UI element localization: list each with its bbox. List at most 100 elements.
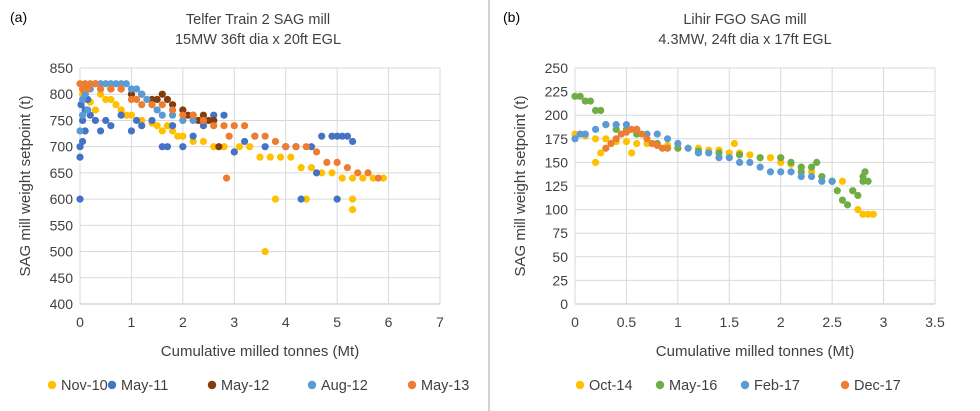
data-point: [78, 111, 87, 119]
data-point: [766, 154, 775, 162]
data-point: [833, 187, 841, 195]
data-point: [168, 101, 177, 109]
data-point: [235, 143, 244, 151]
data-point: [297, 195, 305, 203]
data-point: [117, 80, 125, 88]
data-point: [127, 90, 136, 98]
data-point: [122, 111, 130, 119]
data-point: [663, 144, 672, 152]
data-point: [854, 191, 862, 200]
data-point: [318, 132, 326, 140]
data-point: [766, 168, 775, 176]
data-point: [307, 164, 316, 172]
legend-marker: [840, 380, 850, 390]
data-point: [210, 111, 218, 119]
data-point: [261, 143, 269, 151]
data-point: [271, 195, 280, 203]
x-tick-label: 0: [76, 314, 84, 330]
x-tick-label: 3: [230, 314, 238, 330]
data-point: [199, 116, 208, 125]
data-point: [78, 116, 87, 125]
data-point: [869, 210, 877, 218]
data-point: [864, 177, 872, 185]
data-point: [132, 85, 141, 93]
data-point: [591, 125, 600, 133]
data-point: [861, 168, 869, 176]
chart-a: (a) Telfer Train 2 SAG mill 15MW 36ft dia …: [10, 9, 469, 394]
data-point: [86, 80, 94, 88]
data-point: [102, 116, 110, 125]
data-point: [222, 174, 231, 182]
data-point: [158, 101, 166, 109]
y-tick-label: 225: [545, 84, 569, 100]
legend-marker: [47, 380, 57, 390]
data-point: [746, 158, 754, 166]
chart-title-line: 4.3MW, 24ft dia x 17ft EGL: [658, 32, 831, 48]
data-point: [348, 174, 357, 182]
legend-entry: May-13: [421, 378, 469, 394]
data-point: [112, 101, 120, 109]
data-point: [127, 95, 136, 104]
data-point: [379, 174, 388, 182]
data-point: [338, 132, 346, 140]
legend-entry: Oct-14: [589, 378, 633, 394]
data-point: [261, 132, 269, 140]
x-tick-label: 1: [128, 314, 136, 330]
legend-entry: Dec-17: [854, 378, 901, 394]
data-point: [199, 122, 208, 130]
data-point: [859, 210, 867, 218]
data-point: [189, 116, 197, 125]
data-point: [658, 144, 667, 152]
data-point: [78, 137, 87, 146]
y-tick-label: 250: [545, 60, 569, 76]
data-point: [225, 132, 233, 140]
data-point: [638, 130, 646, 138]
data-point: [96, 80, 105, 88]
y-tick-label: 650: [50, 165, 74, 181]
data-point: [359, 174, 367, 182]
data-point: [230, 148, 238, 156]
data-point: [627, 149, 636, 157]
legend-entry: May-12: [221, 378, 269, 394]
data-point: [318, 169, 326, 177]
data-point: [777, 168, 785, 176]
data-point: [210, 143, 218, 151]
data-point: [271, 137, 280, 146]
series-may-13: [76, 80, 382, 182]
data-point: [571, 135, 579, 143]
data-point: [348, 195, 357, 203]
data-point: [96, 90, 105, 98]
y-tick-label: 75: [552, 225, 568, 241]
panel-label: (a): [10, 9, 27, 25]
data-point: [302, 195, 310, 203]
data-point: [328, 132, 336, 140]
data-point: [312, 169, 321, 177]
data-point: [163, 122, 172, 130]
y-tick-label: 175: [545, 131, 569, 147]
data-point: [220, 143, 228, 151]
x-axis-title: Cumulative milled tonnes (Mt): [656, 343, 854, 360]
data-point: [576, 130, 584, 138]
y-tick-label: 50: [552, 249, 568, 265]
data-point: [287, 153, 295, 161]
data-point: [153, 106, 161, 114]
data-point: [276, 153, 285, 161]
data-point: [813, 158, 821, 166]
data-point: [240, 122, 249, 130]
data-point: [189, 111, 197, 119]
data-point: [818, 177, 826, 185]
legend-marker: [407, 380, 417, 390]
data-point: [251, 132, 259, 140]
data-point: [199, 137, 208, 146]
data-point: [597, 149, 605, 157]
data-point: [153, 95, 161, 104]
data-point: [586, 97, 595, 105]
data-point: [725, 154, 733, 162]
data-point: [189, 132, 197, 140]
data-point: [633, 125, 641, 133]
data-point: [153, 122, 161, 130]
legend-entry: May-16: [669, 378, 717, 394]
data-point: [158, 111, 166, 119]
data-point: [354, 169, 362, 177]
data-point: [591, 106, 600, 115]
